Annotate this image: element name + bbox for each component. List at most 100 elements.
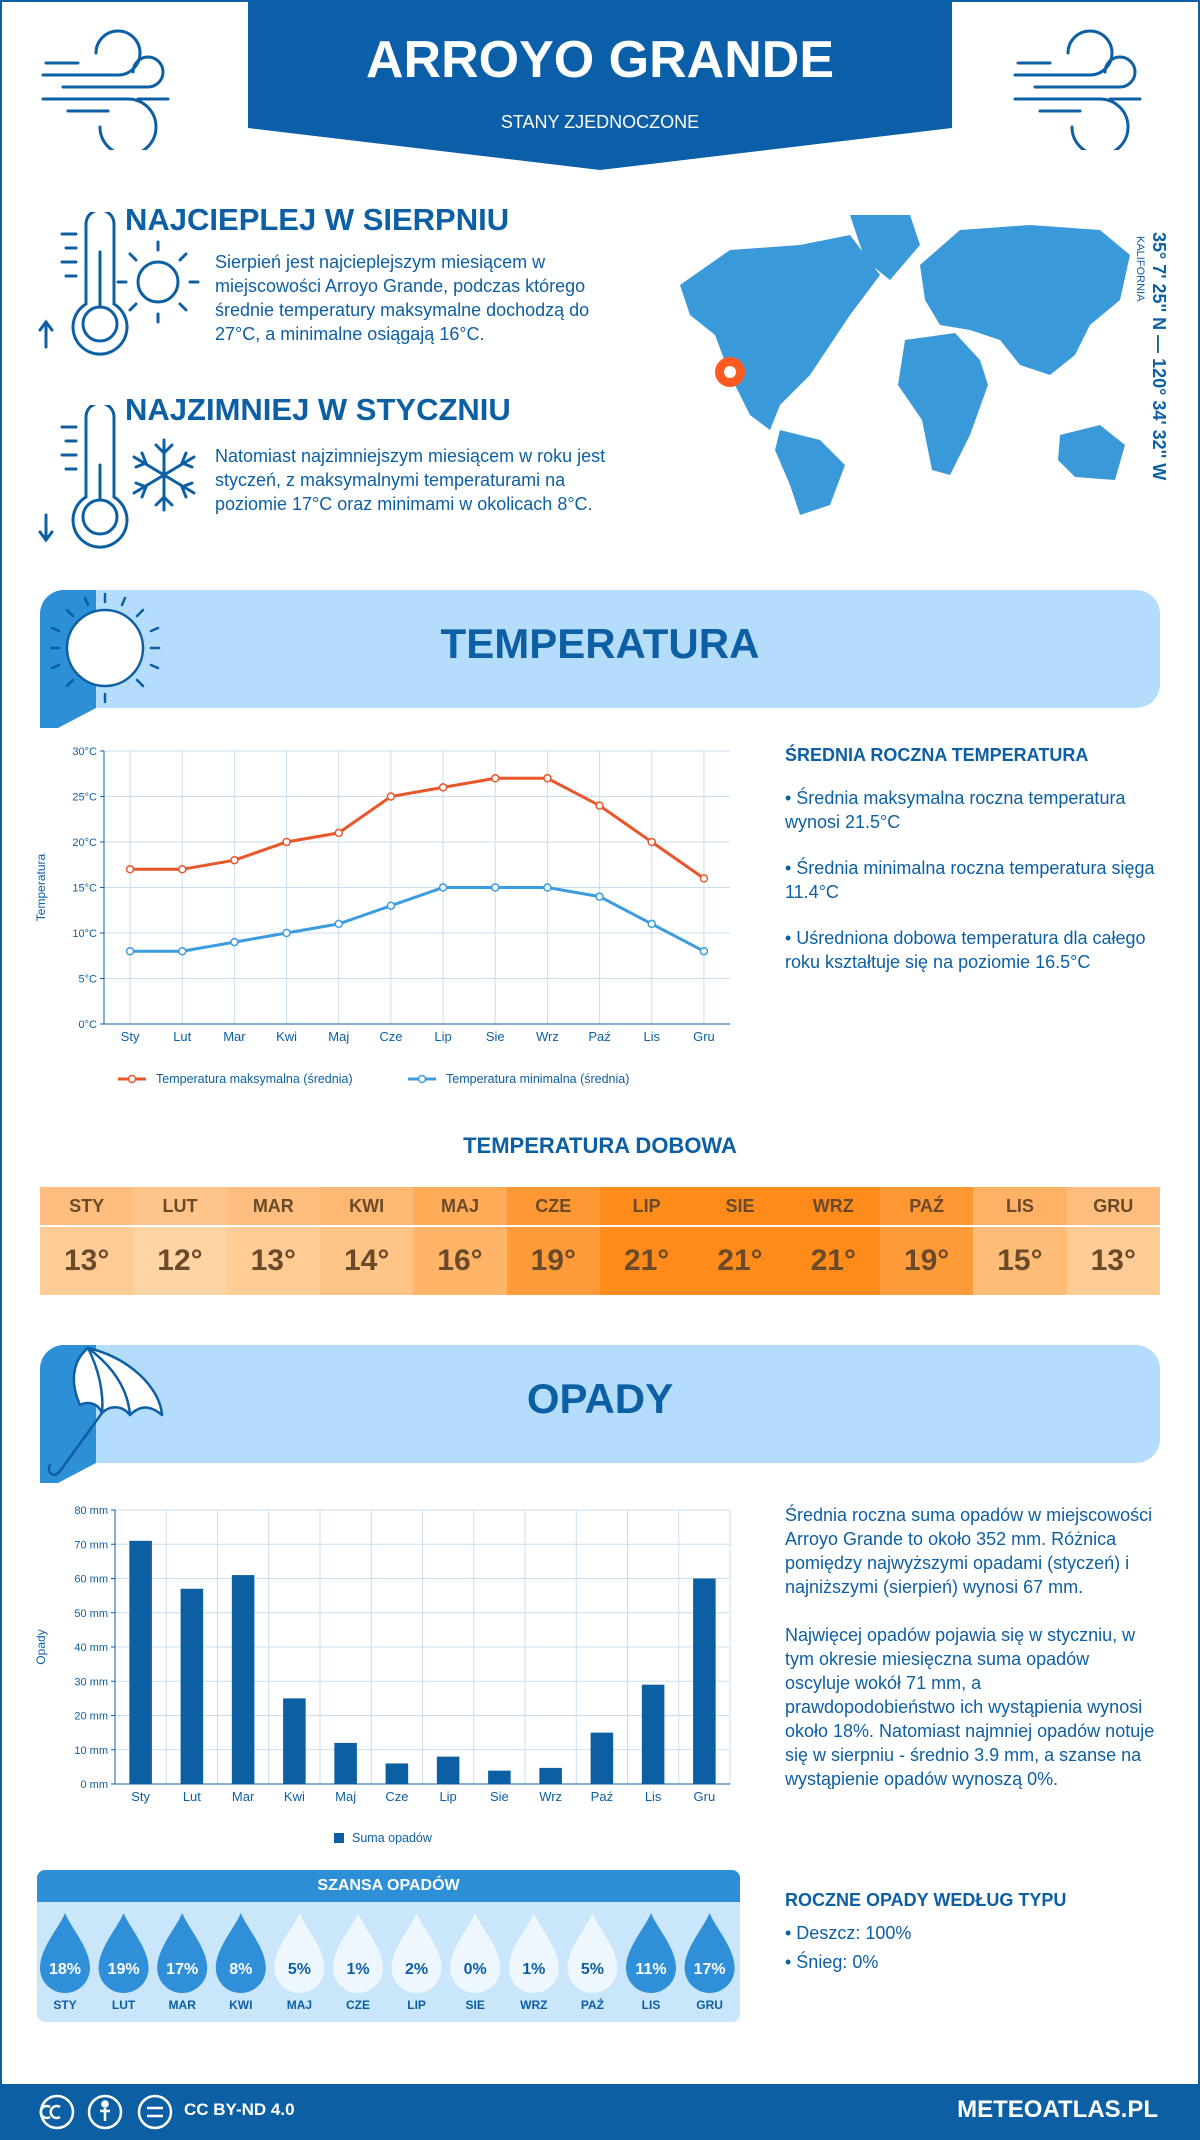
section-title: OPADY: [526, 1375, 674, 1422]
point: [543, 774, 552, 783]
y-tick-label: 20°C: [72, 837, 97, 849]
daily-table: STY 13° LUT 12° MAR 13° KWI 14° MAJ 16° CZE 19° LIP 2…: [40, 1187, 1160, 1295]
legend-marker: [127, 1074, 137, 1084]
summary-item: • Średnia minimalna roczna temperatura s…: [785, 858, 1155, 902]
x-tick-label: Lis: [643, 1029, 660, 1044]
x-tick-label: Kwi: [276, 1029, 297, 1044]
summary-item: • Średnia maksymalna roczna temperatura …: [785, 788, 1126, 832]
month-label: GRU: [696, 1998, 723, 2012]
month-label: GRU: [1066, 1187, 1160, 1227]
x-tick-label: Sty: [131, 1789, 150, 1804]
daily-column: LIP 21°: [599, 1187, 694, 1295]
section-banner: [40, 1345, 1160, 1483]
point: [647, 919, 656, 929]
point: [178, 946, 187, 956]
month-label: MAR: [169, 1998, 197, 2012]
precipitation-text: Średnia roczna suma opadów w miejscowośc…: [785, 1503, 1155, 1791]
point: [230, 937, 239, 947]
drop: [684, 1913, 735, 1993]
x-tick-label: Gru: [694, 1789, 716, 1804]
daily-column: MAR 13°: [226, 1187, 320, 1295]
summary-title: ŚREDNIA ROCZNA TEMPERATURA: [785, 745, 1089, 765]
bar: [539, 1767, 562, 1784]
x-tick-label: Paź: [591, 1789, 613, 1804]
precipitation-chart: 0 mm 10 mm 20 mm 30 mm 40 mm 50 mm 60 mm 70 mm 8…: [34, 1505, 731, 1845]
y-tick-label: 40 mm: [74, 1642, 108, 1654]
point: [334, 828, 343, 838]
month-label: LIS: [973, 1187, 1067, 1227]
y-tick-label: 30°C: [72, 746, 97, 758]
legend-label: Temperatura maksymalna (średnia): [156, 1072, 353, 1086]
license-icons: [39, 2094, 173, 2130]
month-label: WRZ: [520, 1998, 547, 2012]
y-tick-label: 25°C: [72, 792, 97, 804]
month-label: CZE: [346, 1998, 370, 2012]
point: [699, 946, 709, 956]
drop: [626, 1913, 676, 1993]
warmest-text: Sierpień jest najcieplejszym miesiącem w…: [215, 252, 590, 344]
y-axis-label: Opady: [34, 1629, 48, 1664]
x-tick-label: Lut: [173, 1029, 191, 1044]
daily-column: SIE 21°: [693, 1187, 787, 1295]
x-tick-label: Lip: [434, 1029, 451, 1044]
coordinates: 35° 7' 25'' N — 120° 34' 32'' W: [1149, 232, 1169, 481]
thermometer-sun-icon: [38, 212, 200, 356]
line: [130, 776, 705, 880]
daily-column: STY 13°: [40, 1187, 134, 1295]
point: [178, 865, 187, 874]
bar: [231, 1575, 255, 1784]
daily-column: LIS 15°: [973, 1187, 1067, 1295]
x-tick-label: Lut: [183, 1789, 201, 1804]
x-tick-label: Sie: [486, 1029, 505, 1044]
temperature-cell: 15°: [973, 1227, 1067, 1295]
chance-label: 17%: [166, 1961, 198, 1978]
point: [282, 837, 291, 847]
chance-label: 17%: [694, 1961, 726, 1978]
temperature-cell: 21°: [599, 1227, 694, 1295]
point: [647, 837, 656, 847]
x-tick-label: Sty: [121, 1029, 140, 1044]
point: [595, 892, 604, 901]
wind-icon: [41, 29, 170, 150]
point: [282, 928, 291, 938]
coldest-title: NAJZIMNIEJ W STYCZNIU: [125, 392, 511, 427]
types-title: ROCZNE OPADY WEDŁUG TYPU: [785, 1890, 1067, 1910]
section-banner: [40, 590, 1160, 728]
legend-label: Suma opadów: [352, 1831, 433, 1845]
month-label: MAJ: [413, 1187, 507, 1227]
y-tick-label: 50 mm: [74, 1608, 108, 1620]
chance-label: 5%: [288, 1961, 311, 1978]
temperature-cell: 13°: [40, 1227, 134, 1295]
temperature-chart: 0°C 5°C 10°C 15°C 20°C 25°C 30°C Temperatura Sty…: [34, 746, 730, 1086]
x-tick-label: Lis: [645, 1789, 662, 1804]
y-tick-label: 15°C: [72, 883, 97, 895]
daily-column: KWI 14°: [319, 1187, 414, 1295]
point: [491, 883, 500, 892]
bar: [334, 1742, 357, 1784]
x-tick-label: Maj: [335, 1789, 356, 1804]
drop: [333, 1913, 383, 1993]
daily-title: TEMPERATURA DOBOWA: [463, 1133, 737, 1158]
drop: [508, 1913, 559, 1993]
y-tick-label: 10°C: [72, 928, 97, 940]
x-tick-label: Mar: [232, 1789, 255, 1804]
bar: [641, 1684, 665, 1784]
point: [386, 901, 396, 910]
x-tick-label: Gru: [693, 1029, 715, 1044]
y-tick-label: 80 mm: [74, 1505, 108, 1517]
legend-label: Temperatura minimalna (średnia): [446, 1072, 629, 1086]
chance-box: SZANSA OPADÓW: [37, 1870, 740, 2022]
x-tick-label: Paź: [588, 1029, 610, 1044]
thermometer-snow-icon: [38, 405, 196, 549]
license: CC BY-ND 4.0: [184, 2100, 295, 2119]
drop: [40, 1913, 90, 1994]
y-tick-label: 30 mm: [74, 1676, 108, 1688]
header-banner: [248, 0, 952, 170]
paragraph: Najwięcej opadów pojawia się w styczniu,…: [785, 1625, 1155, 1789]
drop: [391, 1913, 442, 1993]
point: [543, 883, 552, 892]
region: KALIFORNIA: [1134, 236, 1146, 302]
month-label: STY: [40, 1187, 134, 1227]
daily-column: GRU 13°: [1066, 1187, 1160, 1295]
